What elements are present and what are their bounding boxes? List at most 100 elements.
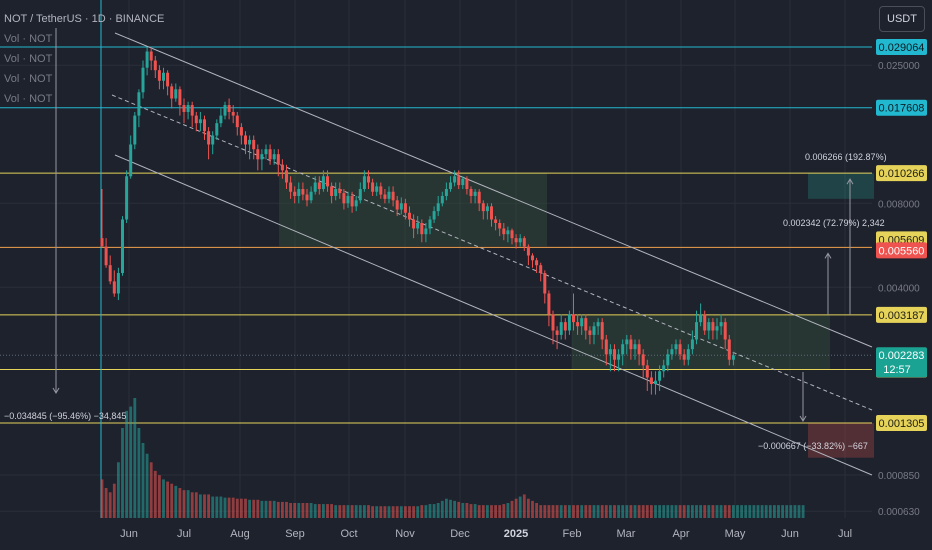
candles xyxy=(100,47,735,395)
candle-body xyxy=(695,322,698,340)
volume-bar xyxy=(662,505,666,518)
candle-body xyxy=(596,322,600,327)
volume-bar xyxy=(190,492,194,518)
y-tick-label: 0.025000 xyxy=(878,61,920,72)
candle-body xyxy=(194,115,198,124)
candle-body xyxy=(715,326,719,331)
volume-bar xyxy=(420,505,424,518)
volume-bar xyxy=(645,505,649,518)
candle-body xyxy=(239,127,243,136)
candle-body xyxy=(125,176,129,220)
candle-body xyxy=(711,322,715,331)
candle-body xyxy=(248,139,252,145)
volume-bar xyxy=(174,485,178,518)
price-level-tag xyxy=(876,39,927,55)
volume-bar xyxy=(592,505,596,518)
volume-bar xyxy=(506,503,510,518)
volume-bar xyxy=(473,504,477,518)
x-tick-label: Jul xyxy=(177,528,191,540)
volume-bar xyxy=(330,504,333,518)
candle-body xyxy=(613,349,616,360)
candle-body xyxy=(674,344,678,350)
price-level-tag-label: 0.029064 xyxy=(879,42,925,54)
volume-bar xyxy=(789,505,793,518)
volume-bar xyxy=(498,505,502,518)
volume-bar xyxy=(555,505,559,518)
x-tick-label: Mar xyxy=(617,528,636,540)
candle-body xyxy=(174,89,178,99)
candle-body xyxy=(432,211,436,220)
candle-body xyxy=(383,194,387,199)
candle-body xyxy=(686,349,690,360)
vol-label: Vol · NOT xyxy=(4,33,53,45)
candle-body xyxy=(379,186,383,195)
volume-bar xyxy=(125,410,128,518)
candle-body xyxy=(157,70,161,81)
candle-body xyxy=(703,314,707,331)
candle-body xyxy=(449,182,452,190)
candle-body xyxy=(178,89,182,106)
candle-body xyxy=(338,189,342,194)
candle-body xyxy=(297,189,301,196)
volume-bar xyxy=(572,505,575,518)
x-tick-label: Dec xyxy=(450,528,470,540)
currency-button[interactable]: USDT xyxy=(879,6,925,32)
candle-body xyxy=(535,260,539,266)
candle-body xyxy=(412,219,416,229)
volume-bar xyxy=(658,505,661,518)
symbol-header[interactable]: NOT / TetherUS · 1D · BINANCE xyxy=(4,13,165,25)
volume-bar xyxy=(223,497,227,518)
volume-bar xyxy=(715,505,719,518)
candle-body xyxy=(649,377,653,385)
candle-body xyxy=(461,178,465,186)
candle-body xyxy=(617,354,621,360)
volume-bar xyxy=(686,505,690,518)
price-level-tag-label: 0.010266 xyxy=(879,168,925,180)
price-level-tag-label: 0.003187 xyxy=(879,310,925,322)
candle-body xyxy=(637,344,641,355)
volume-bar xyxy=(338,505,342,518)
volume-bar xyxy=(600,505,604,518)
candle-body xyxy=(293,191,297,196)
candle-body xyxy=(317,182,321,190)
candle-body xyxy=(555,330,559,335)
volume-bar xyxy=(719,505,723,518)
volume-bar xyxy=(244,498,247,518)
x-tick-label: Oct xyxy=(340,528,357,540)
volume-bar xyxy=(674,505,678,518)
candle-body xyxy=(362,176,366,190)
vol-label: Vol · NOT xyxy=(4,73,53,85)
candle-body xyxy=(526,246,530,256)
candle-body xyxy=(334,189,338,196)
candle-body xyxy=(629,339,633,350)
candle-body xyxy=(403,203,407,213)
candle-body xyxy=(485,206,489,212)
x-tick-label: Sep xyxy=(285,528,305,540)
volume-bar xyxy=(584,505,588,518)
volume-bar xyxy=(219,496,223,518)
channel-lower-line xyxy=(114,154,873,476)
price-level-tag-label: 0.017608 xyxy=(879,103,925,115)
candle-body xyxy=(108,265,112,282)
volume-bar xyxy=(666,505,670,518)
vol-label: Vol · NOT xyxy=(4,93,53,105)
volume-bar xyxy=(186,490,190,518)
price-level-tag xyxy=(876,415,927,431)
volume-bar xyxy=(527,498,530,518)
volume-bar xyxy=(428,504,432,518)
volume-bar xyxy=(711,505,715,518)
volume-bar xyxy=(760,505,764,518)
volume-bar xyxy=(104,488,108,518)
candle-body xyxy=(477,191,481,204)
volume-bar xyxy=(727,505,731,518)
volume-bar xyxy=(272,500,276,518)
volume-bar xyxy=(358,505,362,518)
volume-bar xyxy=(305,503,309,518)
volume-bar xyxy=(736,505,739,518)
volume-bar xyxy=(740,505,743,518)
candle-body xyxy=(170,86,174,99)
volume-bar xyxy=(641,505,645,518)
y-axis[interactable]: 0.025000 0.008000 0.004000 0.000850 0.000630… xyxy=(876,39,927,518)
volume-bar xyxy=(211,496,215,518)
